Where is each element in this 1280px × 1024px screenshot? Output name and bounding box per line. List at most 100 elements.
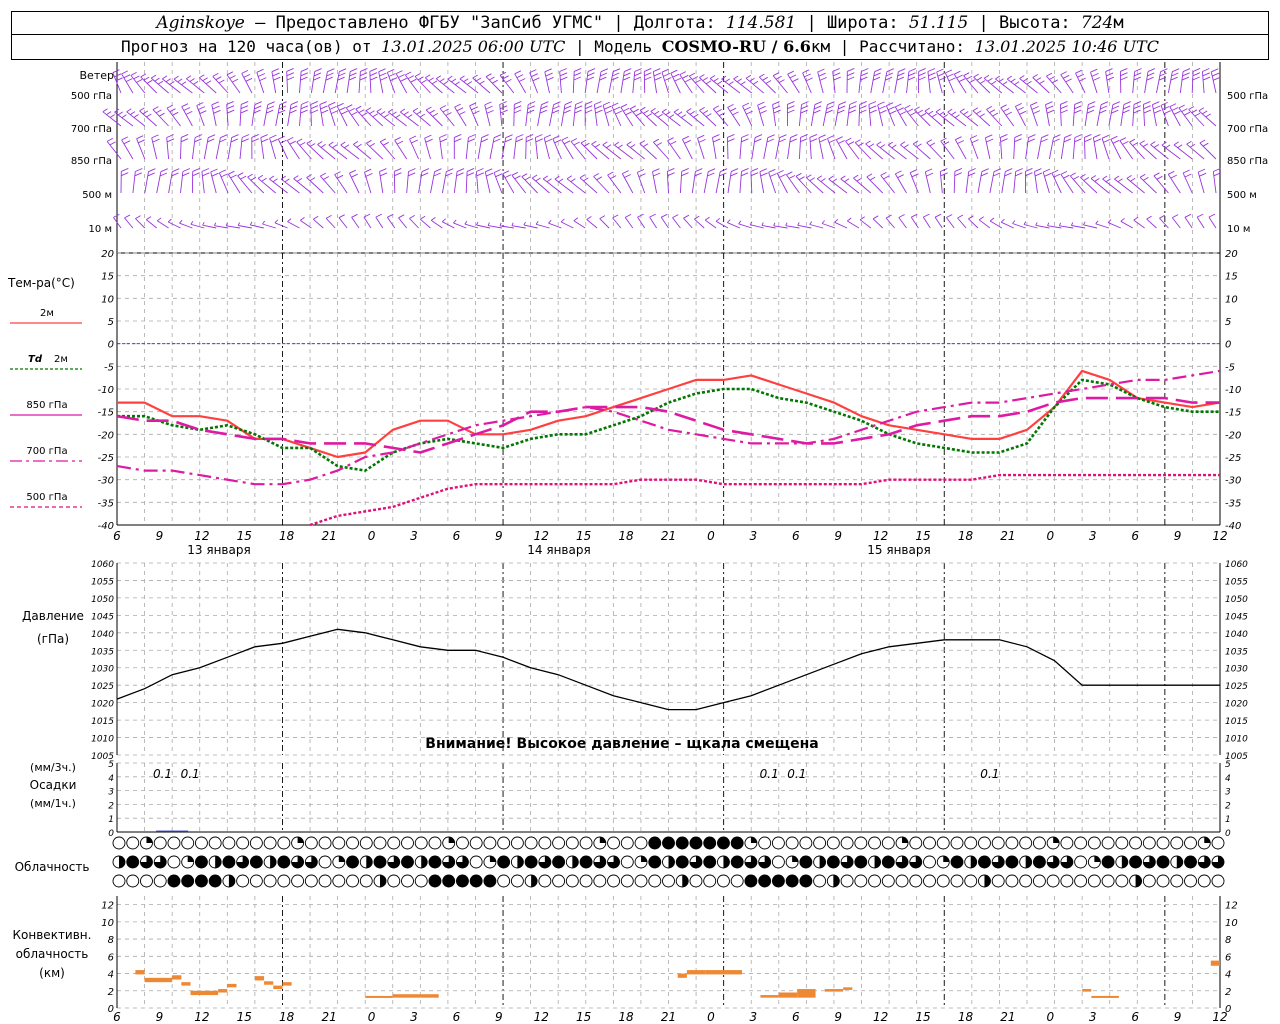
temp-tick-label-left: -10	[98, 385, 114, 396]
wind-barb	[180, 168, 191, 194]
cloud-fill	[909, 856, 922, 868]
cloud-symbol	[414, 836, 428, 850]
temp-tick-label-left: 20	[101, 249, 114, 260]
wind-barb	[322, 68, 335, 94]
wind-barb	[190, 221, 205, 229]
x-tick-label: 15	[576, 529, 591, 543]
wind-barb	[643, 67, 652, 94]
cloud-symbol	[1142, 874, 1156, 888]
wind-barb	[144, 168, 156, 194]
wind-barb	[683, 214, 693, 229]
day-label: 13 января	[187, 543, 250, 557]
wind-barb	[1084, 101, 1096, 127]
cloud-symbol	[401, 836, 414, 850]
wind-barb	[805, 174, 824, 194]
cloud-symbol	[249, 855, 263, 869]
wind-barb	[785, 222, 800, 229]
wind-barb	[697, 134, 706, 160]
cloud-title: Облачность	[15, 860, 90, 874]
wind-barb	[1191, 67, 1201, 94]
conv-cloud-segment	[705, 970, 743, 975]
wind-barb	[1034, 168, 1043, 194]
panel-labels: Ветер 500 гПа 700 гПа 850 гПа 500 м 10 м…	[7, 69, 1268, 980]
cloud-symbol	[634, 874, 648, 888]
wind-barb	[353, 141, 372, 160]
wind-barb	[139, 107, 157, 127]
day-label: 15 января	[867, 543, 930, 557]
temp-tick-label-right: -15	[1225, 408, 1241, 419]
precip-tick-label-left: 0	[108, 829, 114, 839]
x-tick-label: 6	[453, 529, 461, 543]
wind-barb	[260, 134, 269, 160]
cloud-fill	[1204, 837, 1211, 843]
wind-barb	[621, 170, 634, 194]
wind-barb	[560, 218, 574, 229]
conv-cloud-segment	[1210, 960, 1220, 966]
cloud-symbol	[840, 874, 854, 888]
wind-barb	[768, 168, 777, 194]
wind-barb	[247, 173, 265, 194]
cloud-symbol	[1115, 874, 1129, 888]
wind-barb	[936, 68, 946, 94]
wind-barb	[325, 215, 336, 229]
cloud-symbol	[304, 836, 318, 850]
wind-barb	[198, 74, 217, 94]
legend-td-label: Td	[28, 354, 43, 365]
cloud-symbol	[634, 836, 648, 850]
cloud-symbol	[1156, 855, 1170, 869]
wind-barb	[274, 219, 288, 229]
cloud-symbol	[552, 855, 566, 869]
x-tick-label-bottom: 0	[1046, 1010, 1054, 1024]
cloud-symbol	[785, 836, 799, 850]
wind-barb	[877, 101, 887, 127]
wind-barb	[1083, 221, 1098, 229]
pressure-tick-label-left: 1060	[91, 560, 114, 570]
wind-barb	[256, 68, 267, 94]
wind-barb	[1197, 168, 1207, 194]
wind-barb	[822, 101, 835, 127]
wind-barb	[1013, 133, 1022, 160]
wind-barb	[257, 174, 276, 194]
wind-barb	[529, 69, 540, 94]
pressure-tick-label-right: 1005	[1225, 752, 1248, 762]
wind-barb	[1108, 101, 1120, 127]
conv-tick-label-left: 12	[101, 901, 114, 912]
wind-barb	[816, 175, 836, 194]
pressure-line	[116, 628, 1220, 711]
x-tick-label-bottom: 15	[915, 1010, 930, 1024]
wind-barb	[355, 105, 372, 127]
wind-barb	[511, 222, 526, 229]
cloud-symbol	[140, 874, 153, 888]
wind-barb	[922, 213, 931, 229]
wind-barb	[959, 108, 979, 127]
wind-barb	[953, 70, 967, 94]
cloud-symbol	[524, 836, 538, 850]
wind-barb	[715, 168, 728, 194]
wind-barb	[798, 133, 808, 160]
wind-barb	[534, 134, 543, 160]
pressure-warning: Внимание! Высокое давление – щкала смеще…	[425, 736, 818, 752]
wind-barb	[733, 75, 753, 94]
wind-barb	[150, 74, 169, 94]
series-line-4	[309, 473, 1220, 527]
wind-barb	[649, 213, 657, 229]
conv-cloud-segment	[392, 994, 421, 998]
cloud-symbol	[1060, 836, 1074, 850]
pressure-tick-label-right: 1030	[1225, 665, 1248, 675]
wind-barb	[226, 71, 241, 94]
wind-barb	[425, 106, 443, 127]
x-tick-label-bottom: 18	[958, 1010, 974, 1024]
wind-barb	[612, 214, 622, 229]
cloud-symbol	[717, 874, 730, 888]
wind-barb	[439, 105, 455, 127]
wind-barb	[947, 108, 967, 127]
cloudiness-panel	[112, 836, 1225, 888]
wind-barb	[1188, 106, 1205, 127]
wind-barb	[1144, 68, 1156, 94]
wind-barb	[336, 102, 348, 127]
wind-barb	[688, 72, 705, 94]
cloud-symbol	[304, 874, 318, 888]
conv-tick-label-right: 8	[1225, 935, 1231, 946]
conv-tick-label-left: 10	[101, 918, 114, 929]
cloud-fill	[236, 856, 249, 868]
